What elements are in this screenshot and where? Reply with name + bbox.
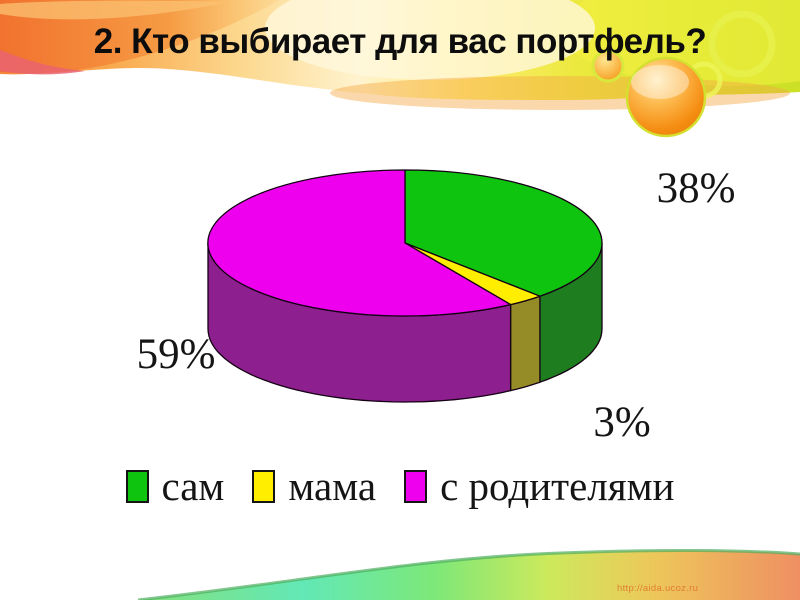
banner-decoration xyxy=(0,0,800,138)
bottom-wave-fill xyxy=(138,550,800,600)
cream-glow-decoration xyxy=(265,0,595,80)
pink-accent-decoration xyxy=(0,50,85,75)
legend-item-mama: мама xyxy=(252,466,376,507)
sphere-gloss-decoration xyxy=(631,65,689,99)
legend-swatch-yellow xyxy=(252,470,276,503)
pie-slices xyxy=(207,169,603,403)
highlight-streak-decoration xyxy=(0,0,230,20)
pie-label-green: 38% xyxy=(656,165,736,212)
legend-item-roditeli: с родителями xyxy=(404,466,674,507)
pie-slice-сам xyxy=(404,169,603,297)
legend-swatch-magenta xyxy=(404,470,428,503)
legend-item-sam: сам xyxy=(125,463,225,509)
pie-label-magenta: 59% xyxy=(136,331,216,378)
pie-slice-с родителями xyxy=(207,169,512,317)
bottom-wave-decoration xyxy=(137,548,800,600)
watermark-url: http://aida.ucoz.ru xyxy=(617,583,699,594)
chart-legend: сам мама с родителями xyxy=(0,466,800,507)
small-sphere-decoration xyxy=(591,49,625,83)
legend-swatch-green xyxy=(125,470,149,503)
slide-title: 2. Кто выбирает для вас портфель? xyxy=(93,22,707,61)
pie-label-yellow: 3% xyxy=(593,399,651,446)
legend-label: мама xyxy=(288,463,377,509)
pie-slice-side-мама xyxy=(509,295,541,392)
legend-label: сам xyxy=(161,463,225,509)
legend-label: с родителями xyxy=(440,463,675,509)
ring-decoration-large xyxy=(708,10,776,78)
bottom-wave-edge xyxy=(137,548,800,600)
orange-sphere-decoration xyxy=(625,56,707,138)
